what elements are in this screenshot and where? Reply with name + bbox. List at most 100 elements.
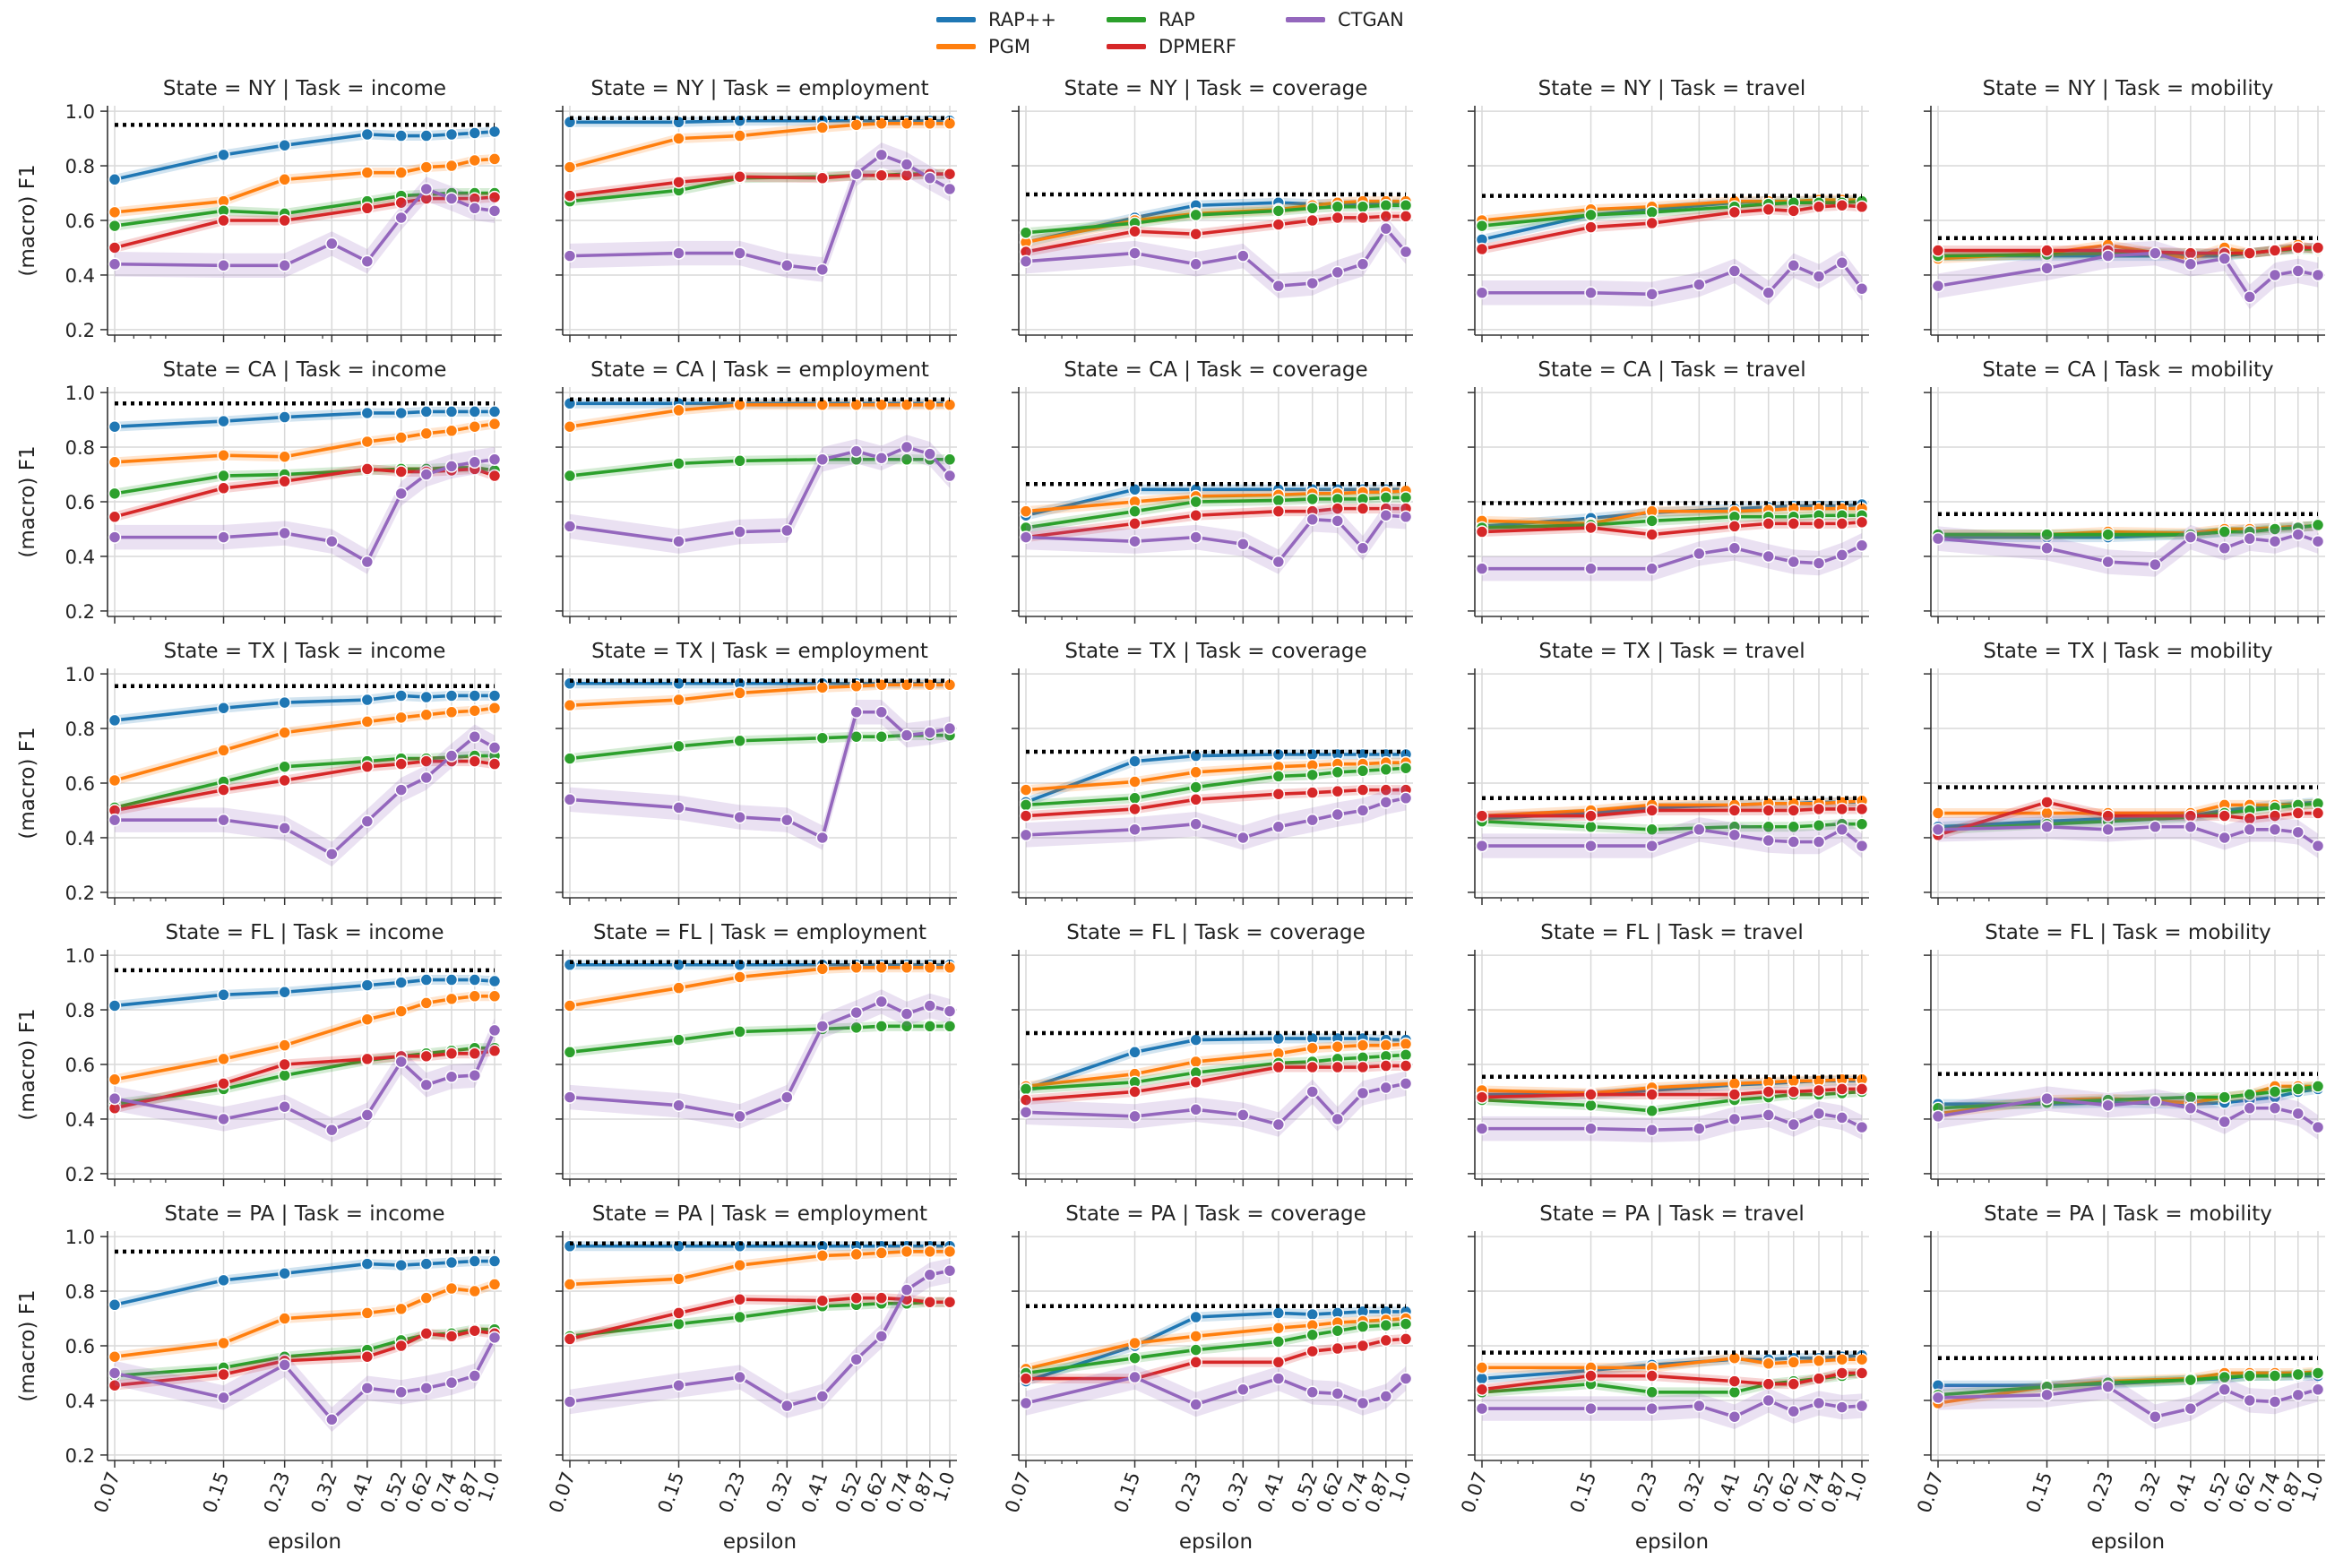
data-point — [1584, 1401, 1598, 1416]
data-point — [733, 169, 746, 184]
data-point — [1855, 1366, 1869, 1380]
data-point — [1475, 562, 1489, 575]
data-point — [419, 182, 434, 196]
data-point — [360, 127, 375, 142]
data-point — [1812, 517, 1826, 530]
data-point — [1584, 1088, 1598, 1101]
data-point — [1787, 1085, 1801, 1098]
data-point — [1128, 534, 1142, 548]
data-point — [1835, 823, 1849, 837]
data-point — [444, 460, 459, 473]
data-point — [1356, 1038, 1370, 1052]
data-point — [672, 457, 685, 470]
data-point — [672, 246, 685, 260]
facet-panel: State = TX | Task = employment — [556, 640, 957, 905]
data-point — [1189, 1075, 1202, 1090]
data-point — [2291, 825, 2305, 840]
data-point — [1189, 1343, 1202, 1357]
data-point — [1835, 1082, 1849, 1096]
x-tick-label: 0.23 — [715, 1469, 750, 1516]
x-tick-label: 0.23 — [260, 1469, 295, 1516]
data-point — [1787, 835, 1801, 849]
confidence-band — [1938, 521, 2318, 577]
data-point — [394, 1385, 408, 1400]
data-point — [468, 754, 482, 768]
data-point — [1399, 1048, 1413, 1062]
data-point — [1727, 541, 1742, 556]
x-tick-label: 0.07 — [1913, 1469, 1948, 1516]
data-point — [217, 1273, 230, 1288]
data-point — [1189, 1310, 1202, 1324]
y-tick-label: 0.4 — [65, 265, 95, 287]
data-point — [360, 715, 375, 728]
data-point — [1812, 270, 1826, 283]
data-point — [394, 757, 408, 771]
data-point — [1727, 1374, 1742, 1388]
legend-swatch-rap-plus-plus — [936, 17, 976, 22]
x-tick-label: 0.32 — [1674, 1469, 1709, 1516]
data-point — [325, 847, 339, 861]
confidence-band — [1482, 804, 1862, 822]
data-point — [278, 1038, 291, 1052]
data-point — [1762, 804, 1775, 817]
facet-panel: 0.07 0.15 0.23 0.32 0.41 0.520.620.740.871.0e… — [1001, 1202, 1416, 1554]
data-point — [444, 1281, 459, 1296]
data-point — [108, 773, 122, 788]
data-point — [1019, 530, 1033, 544]
x-tick-label: 0.41 — [342, 1469, 377, 1516]
legend-swatch-rap — [1107, 17, 1146, 22]
data-point — [563, 698, 577, 712]
data-point — [394, 711, 408, 725]
data-point — [733, 1109, 746, 1124]
data-point — [900, 728, 914, 742]
data-point — [923, 726, 937, 739]
data-point — [1399, 1059, 1413, 1073]
facet-panel: State = FL | Task = travel — [1468, 921, 1869, 1186]
data-point — [217, 988, 230, 1002]
data-point — [468, 455, 482, 470]
data-point — [874, 1330, 889, 1343]
data-point — [2243, 1369, 2257, 1383]
data-point — [217, 259, 230, 272]
data-point — [1835, 517, 1849, 530]
data-point — [874, 148, 889, 162]
x-axis-label: epsilon — [1635, 1530, 1709, 1554]
data-point — [360, 978, 375, 992]
data-point — [394, 1055, 408, 1069]
data-point — [1787, 517, 1801, 530]
data-point — [1931, 244, 1945, 257]
data-point — [1331, 211, 1345, 225]
data-point — [2218, 1115, 2231, 1129]
data-point — [1305, 786, 1319, 799]
data-point — [923, 398, 937, 412]
series-line — [1482, 828, 1864, 848]
y-tick-label: 0.2 — [65, 320, 95, 341]
data-point — [849, 167, 863, 181]
data-point — [468, 989, 482, 1004]
data-point — [900, 1007, 914, 1021]
data-point — [1812, 200, 1826, 214]
data-point — [1399, 210, 1413, 223]
data-point — [849, 1021, 863, 1035]
panel-title: State = NY | Task = coverage — [1064, 77, 1368, 100]
legend-label: RAP — [1159, 9, 1195, 30]
data-point — [1762, 1085, 1775, 1098]
data-point — [1855, 802, 1869, 816]
data-point — [874, 1020, 889, 1033]
panel-title: State = PA | Task = employment — [592, 1202, 927, 1226]
data-point — [563, 520, 577, 533]
data-point — [1399, 1317, 1413, 1331]
data-point — [733, 1258, 746, 1272]
data-point — [943, 182, 957, 196]
data-point — [360, 1381, 375, 1395]
data-point — [468, 202, 482, 215]
data-point — [1584, 562, 1598, 575]
data-point — [325, 1123, 339, 1137]
data-point — [1762, 1377, 1775, 1391]
legend-item-rap-plus-plus: RAP++ — [936, 7, 1056, 32]
data-point — [1305, 1344, 1319, 1358]
data-point — [108, 1091, 122, 1106]
data-point — [468, 126, 482, 140]
legend-swatch-dpmerf — [1107, 44, 1146, 49]
data-point — [419, 426, 434, 441]
